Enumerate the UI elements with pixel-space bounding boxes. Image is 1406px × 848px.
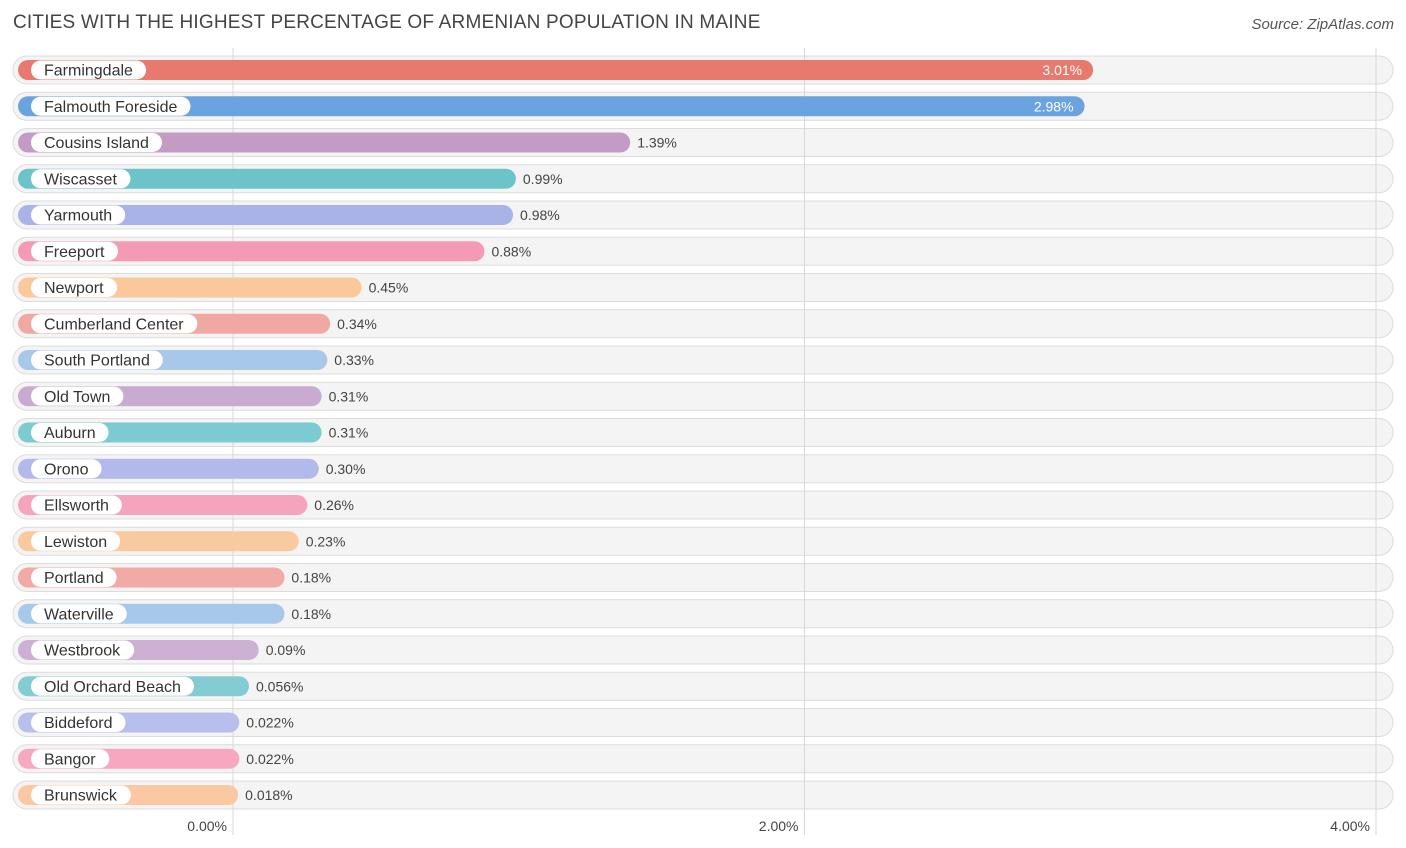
bar (18, 241, 485, 262)
category-label: Falmouth Foreside (44, 99, 177, 116)
category-pill (31, 60, 147, 80)
category-pill (31, 133, 162, 152)
value-label: 0.30% (326, 461, 366, 477)
value-label: 0.88% (491, 243, 531, 259)
category-label: Freeport (44, 244, 105, 261)
value-label: 0.31% (329, 425, 369, 441)
category-label: Waterville (44, 606, 114, 623)
row-background (12, 345, 1394, 375)
row-background (12, 490, 1394, 520)
row-background (12, 599, 1394, 629)
row-background (12, 309, 1394, 339)
value-label: 0.056% (256, 678, 303, 694)
row-background (12, 671, 1394, 701)
row-background (12, 744, 1394, 774)
category-pill (31, 314, 198, 334)
row-background (12, 635, 1394, 665)
category-label: Wiscasset (44, 171, 117, 188)
value-label: 0.18% (291, 570, 331, 586)
value-label: 0.45% (369, 280, 409, 296)
row-background (12, 418, 1394, 447)
category-pill (31, 350, 163, 370)
x-tick-label: 4.00% (1330, 818, 1370, 834)
category-pill (31, 459, 102, 479)
category-pill (31, 169, 131, 189)
value-label: 3.01% (1042, 62, 1082, 78)
category-label: Cousins Island (44, 135, 149, 152)
category-label: Ellsworth (44, 498, 109, 515)
bar (18, 132, 631, 153)
category-label: Biddeford (44, 715, 113, 732)
value-label: 0.18% (291, 606, 331, 622)
category-pill (31, 495, 122, 515)
x-tick-label: 2.00% (759, 818, 799, 834)
category-label: Farmingdale (44, 63, 133, 80)
chart-title: CITIES WITH THE HIGHEST PERCENTAGE OF AR… (13, 12, 761, 33)
category-pill (31, 568, 117, 587)
category-pill (31, 96, 191, 116)
row-background (12, 780, 1394, 810)
category-pill (31, 278, 118, 297)
row-background (12, 526, 1394, 556)
x-tick-label: 0.00% (187, 818, 227, 834)
category-pill (31, 713, 126, 732)
source-label: Source: ZipAtlas.com (1251, 16, 1394, 33)
value-label: 1.39% (637, 135, 677, 151)
bar (18, 205, 514, 225)
category-label: Old Town (44, 389, 110, 406)
value-label: 0.022% (246, 751, 293, 767)
value-label: 0.31% (329, 388, 369, 404)
value-label: 0.34% (337, 316, 377, 332)
category-pill (31, 604, 127, 624)
category-label: South Portland (44, 353, 150, 370)
bar (18, 96, 1085, 117)
category-pill (31, 205, 126, 225)
category-label: Portland (44, 570, 104, 587)
value-label: 0.022% (246, 715, 293, 731)
category-label: Yarmouth (44, 208, 112, 225)
category-pill (31, 386, 124, 406)
category-pill (31, 749, 110, 769)
category-label: Newport (44, 280, 104, 297)
category-label: Orono (44, 461, 89, 478)
row-background (12, 563, 1394, 592)
category-pill (31, 640, 135, 660)
value-label: 0.018% (245, 787, 292, 803)
value-label: 0.26% (314, 497, 354, 513)
category-pill (31, 531, 121, 551)
value-label: 0.99% (523, 171, 563, 187)
row-background (12, 708, 1394, 737)
category-label: Old Orchard Beach (44, 679, 181, 696)
row-background (12, 454, 1394, 484)
category-label: Auburn (44, 425, 96, 442)
category-label: Cumberland Center (44, 316, 184, 333)
value-label: 2.98% (1034, 98, 1074, 114)
value-label: 0.33% (334, 352, 374, 368)
value-label: 0.23% (306, 533, 346, 549)
category-pill (31, 676, 194, 696)
category-label: Bangor (44, 751, 96, 768)
category-label: Brunswick (44, 788, 118, 805)
category-label: Westbrook (44, 643, 121, 660)
bar (18, 60, 1094, 80)
category-pill (31, 785, 131, 805)
category-label: Lewiston (44, 534, 107, 551)
value-label: 0.98% (520, 207, 560, 223)
category-pill (31, 241, 119, 261)
value-label: 0.09% (266, 642, 306, 658)
row-background (12, 381, 1394, 411)
bar (18, 168, 516, 189)
category-pill (31, 423, 109, 442)
